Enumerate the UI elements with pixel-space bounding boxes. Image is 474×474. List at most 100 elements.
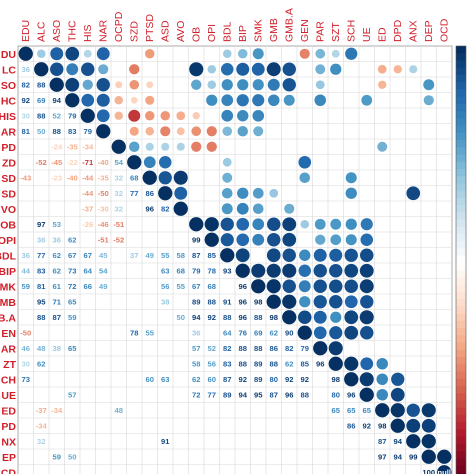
cell-circle — [359, 310, 374, 325]
row-label-26: EP — [2, 452, 16, 464]
cell-circle — [331, 49, 340, 58]
row-label-2: SO — [1, 80, 16, 92]
cell-value: -30 — [98, 205, 109, 214]
cell-circle — [96, 109, 110, 123]
cell-value: 81 — [37, 282, 46, 291]
cell-circle — [253, 126, 264, 137]
cell-circle — [299, 249, 311, 261]
cell-value: 36 — [22, 65, 30, 74]
cell-circle — [252, 233, 265, 246]
cell-circle — [114, 96, 123, 105]
cell-circle — [284, 203, 295, 214]
cell-value: 78 — [130, 329, 138, 338]
col-label-ed: ED — [376, 27, 388, 42]
cell-value: 88 — [37, 313, 45, 322]
cell-value: -34 — [51, 406, 63, 415]
cell-circle — [344, 356, 359, 371]
cell-circle — [115, 81, 123, 89]
row-label-18: EN — [1, 328, 16, 340]
cell-value: 83 — [37, 267, 45, 276]
legend-swatch — [456, 161, 466, 170]
col-label-anx: ANX — [407, 20, 419, 42]
cell-value: 52 — [208, 344, 216, 353]
cell-value: 96 — [239, 313, 247, 322]
cell-value: 87 — [378, 437, 386, 446]
cell-circle — [206, 141, 217, 152]
cell-value: 38 — [53, 344, 61, 353]
cell-circle — [344, 279, 358, 293]
legend-swatch — [456, 277, 466, 286]
cell-value: 32 — [115, 205, 123, 214]
legend-swatch — [456, 299, 466, 307]
legend-swatch — [456, 270, 466, 279]
cell-value: 96 — [285, 391, 293, 400]
col-label-his: HIS — [82, 24, 94, 42]
legend-swatch — [456, 407, 466, 416]
cell-circle — [360, 218, 373, 231]
col-label-nar: NAR — [97, 19, 109, 42]
cell-value: 36 — [22, 251, 30, 260]
row-label-19: AR — [1, 343, 17, 355]
col-label-gen: GEN — [299, 19, 311, 42]
cell-circle — [344, 372, 359, 387]
cell-circle — [235, 263, 250, 278]
col-label-szt: SZT — [330, 22, 342, 42]
cell-value: -52 — [113, 236, 124, 245]
cell-circle — [96, 124, 111, 139]
cell-value: 96 — [239, 282, 247, 291]
cell-circle — [237, 79, 249, 91]
row-label-6: PD — [1, 142, 16, 154]
cell-circle — [222, 157, 232, 167]
cell-value: 87 — [270, 391, 278, 400]
legend-swatch — [456, 226, 466, 235]
cell-value: -45 — [51, 158, 63, 167]
cell-circle — [344, 295, 358, 309]
row-label-21: CH — [1, 374, 16, 386]
cell-value: -34 — [82, 143, 94, 152]
cell-circle — [267, 94, 280, 107]
cell-value: 62 — [270, 329, 278, 338]
cell-circle — [282, 232, 297, 247]
cell-circle — [345, 47, 358, 60]
cell-value: 88 — [239, 344, 247, 353]
cell-value: 99 — [192, 236, 200, 245]
cell-circle — [145, 127, 154, 136]
cell-value: 98 — [378, 422, 386, 431]
col-label-thc: THC — [66, 20, 78, 42]
cell-circle — [252, 203, 264, 215]
cell-value: -34 — [36, 422, 48, 431]
col-label-par: PAR — [314, 21, 326, 42]
legend-swatch — [456, 132, 466, 141]
cell-circle — [406, 186, 421, 201]
legend-frame — [455, 45, 467, 474]
legend-swatch — [456, 306, 466, 315]
legend-swatch — [456, 147, 466, 156]
col-label-ue: UE — [361, 27, 373, 42]
cell-circle — [65, 93, 80, 108]
cell-circle — [236, 233, 250, 247]
diagonal-value: null — [438, 468, 452, 474]
cell-circle — [237, 126, 248, 137]
cell-circle — [360, 326, 374, 340]
cell-value: 36 — [192, 329, 200, 338]
cell-value: 88 — [254, 313, 262, 322]
cell-circle — [252, 79, 264, 91]
cell-circle — [192, 112, 200, 120]
legend-swatch — [456, 364, 466, 373]
col-label-aso: ASO — [51, 20, 63, 42]
cell-value: 38 — [161, 298, 169, 307]
cell-circle — [375, 403, 390, 418]
legend-swatch — [456, 378, 466, 387]
cell-circle — [406, 418, 421, 433]
legend-swatch — [456, 443, 466, 452]
cell-circle — [266, 263, 281, 278]
cell-value: 97 — [37, 220, 45, 229]
legend-swatch — [456, 190, 466, 199]
cell-value: 52 — [53, 112, 61, 121]
cell-circle — [128, 109, 141, 122]
cell-circle — [330, 311, 342, 323]
cell-circle — [176, 127, 185, 136]
cell-value: 62 — [53, 267, 61, 276]
legend-swatch — [456, 393, 466, 402]
cell-circle — [251, 279, 266, 294]
